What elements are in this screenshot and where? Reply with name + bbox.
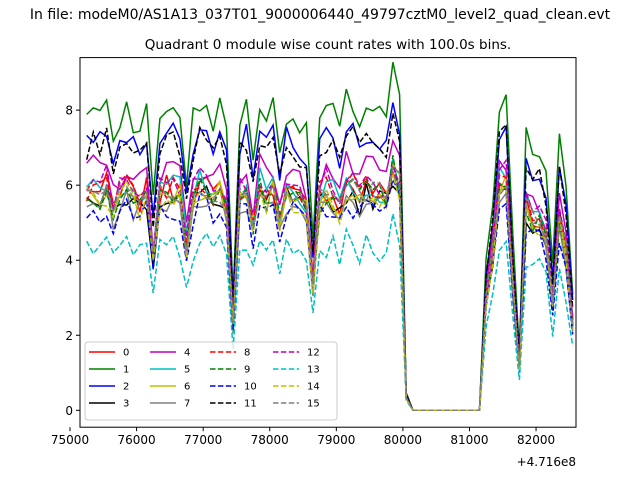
x-tick-label: 76000 bbox=[117, 433, 155, 447]
series-line-2 bbox=[86, 102, 574, 412]
series-line-13 bbox=[86, 213, 574, 412]
legend-label-1: 1 bbox=[123, 365, 129, 376]
series-line-1 bbox=[86, 62, 574, 412]
x-tick-label: 79000 bbox=[317, 433, 355, 447]
legend-label-13: 13 bbox=[307, 365, 320, 376]
legend-label-8: 8 bbox=[244, 348, 250, 359]
y-tick-label: 8 bbox=[65, 104, 73, 118]
x-tick-label: 77000 bbox=[184, 433, 222, 447]
legend-label-11: 11 bbox=[244, 399, 257, 410]
y-tick-label: 0 bbox=[65, 404, 73, 418]
legend-label-4: 4 bbox=[184, 348, 190, 359]
chart-title: Quadrant 0 module wise count rates with … bbox=[145, 37, 511, 53]
x-offset-label: +4.716e8 bbox=[517, 455, 576, 469]
legend-label-7: 7 bbox=[184, 399, 190, 410]
series-line-4 bbox=[86, 138, 574, 412]
legend-label-10: 10 bbox=[244, 382, 257, 393]
legend-label-9: 9 bbox=[244, 365, 250, 376]
legend-label-15: 15 bbox=[307, 399, 320, 410]
x-axis: 75000 76000 77000 78000 79000 80000 81000 82000 bbox=[51, 427, 555, 447]
x-tick-label: 82000 bbox=[517, 433, 555, 447]
legend-label-12: 12 bbox=[307, 348, 320, 359]
legend-frame bbox=[84, 341, 338, 421]
legend-label-3: 3 bbox=[123, 399, 129, 410]
x-tick-label: 80000 bbox=[384, 433, 422, 447]
y-tick-label: 2 bbox=[65, 329, 73, 343]
legend-label-0: 0 bbox=[123, 348, 129, 359]
x-tick-label: 81000 bbox=[450, 433, 488, 447]
y-axis: 0 2 4 6 8 bbox=[65, 104, 80, 418]
series-line-14 bbox=[86, 172, 574, 412]
series-layer bbox=[85, 62, 574, 412]
y-tick-label: 4 bbox=[65, 254, 73, 268]
legend-label-2: 2 bbox=[123, 382, 129, 393]
axes-frame bbox=[79, 57, 577, 428]
legend-label-6: 6 bbox=[184, 382, 190, 393]
series-line-9 bbox=[86, 155, 574, 412]
x-tick-label: 78000 bbox=[251, 433, 289, 447]
legend-label-14: 14 bbox=[307, 382, 320, 393]
suptitle: In file: modeM0/AS1A13_037T01_9000006440… bbox=[30, 7, 611, 23]
series-line-12 bbox=[86, 158, 574, 412]
series-line-10 bbox=[86, 177, 574, 412]
legend-label-5: 5 bbox=[184, 365, 190, 376]
y-tick-label: 6 bbox=[65, 179, 73, 193]
x-tick-label: 75000 bbox=[51, 433, 89, 447]
series-line-11 bbox=[85, 113, 574, 412]
series-line-15 bbox=[86, 166, 574, 412]
